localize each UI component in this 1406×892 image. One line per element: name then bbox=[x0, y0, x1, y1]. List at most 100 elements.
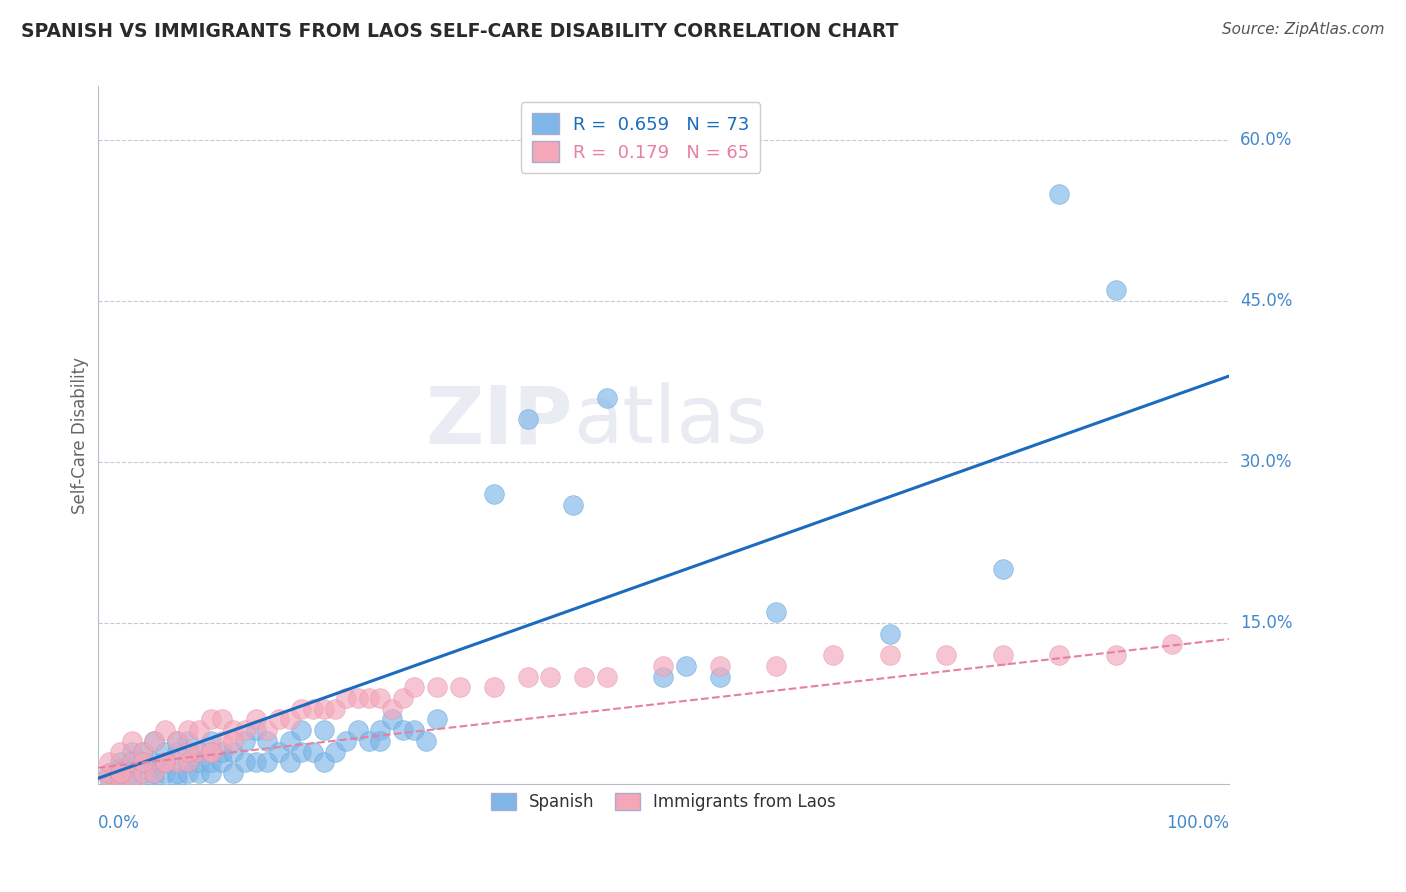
Point bbox=[652, 669, 675, 683]
Point bbox=[166, 745, 188, 759]
Point bbox=[108, 756, 131, 770]
Text: 30.0%: 30.0% bbox=[1240, 453, 1292, 471]
Point bbox=[278, 734, 301, 748]
Point bbox=[821, 648, 844, 662]
Point bbox=[155, 756, 177, 770]
Point bbox=[449, 680, 471, 694]
Point bbox=[290, 745, 312, 759]
Point bbox=[290, 702, 312, 716]
Point bbox=[121, 745, 143, 759]
Point bbox=[879, 648, 901, 662]
Point bbox=[132, 745, 155, 759]
Point bbox=[211, 734, 233, 748]
Point bbox=[381, 713, 404, 727]
Point bbox=[335, 734, 357, 748]
Point bbox=[278, 713, 301, 727]
Point bbox=[177, 723, 200, 738]
Point bbox=[177, 745, 200, 759]
Point bbox=[312, 702, 335, 716]
Point bbox=[538, 669, 561, 683]
Point bbox=[143, 772, 166, 786]
Point bbox=[1105, 648, 1128, 662]
Point bbox=[346, 691, 368, 706]
Point bbox=[222, 723, 245, 738]
Point bbox=[188, 756, 211, 770]
Point bbox=[404, 680, 426, 694]
Point bbox=[245, 723, 267, 738]
Point bbox=[200, 766, 222, 780]
Point bbox=[312, 723, 335, 738]
Point bbox=[211, 713, 233, 727]
Point bbox=[200, 745, 222, 759]
Point bbox=[97, 756, 120, 770]
Point bbox=[108, 766, 131, 780]
Point bbox=[482, 680, 505, 694]
Point bbox=[121, 756, 143, 770]
Point bbox=[155, 756, 177, 770]
Point bbox=[991, 648, 1014, 662]
Point bbox=[132, 745, 155, 759]
Point bbox=[200, 713, 222, 727]
Point bbox=[200, 734, 222, 748]
Point bbox=[1161, 637, 1184, 651]
Point bbox=[765, 605, 787, 619]
Point bbox=[97, 766, 120, 780]
Point bbox=[256, 723, 278, 738]
Point bbox=[211, 756, 233, 770]
Point bbox=[392, 691, 415, 706]
Point bbox=[132, 756, 155, 770]
Point bbox=[256, 734, 278, 748]
Point bbox=[709, 658, 731, 673]
Point bbox=[301, 745, 323, 759]
Text: 15.0%: 15.0% bbox=[1240, 614, 1292, 632]
Point bbox=[675, 658, 697, 673]
Point bbox=[879, 626, 901, 640]
Point bbox=[108, 772, 131, 786]
Point bbox=[155, 723, 177, 738]
Point bbox=[200, 756, 222, 770]
Point bbox=[596, 391, 619, 405]
Point bbox=[482, 487, 505, 501]
Point bbox=[370, 734, 392, 748]
Point bbox=[267, 745, 290, 759]
Point bbox=[991, 562, 1014, 576]
Point bbox=[97, 772, 120, 786]
Point bbox=[166, 772, 188, 786]
Point bbox=[312, 756, 335, 770]
Point bbox=[709, 669, 731, 683]
Point bbox=[256, 756, 278, 770]
Point bbox=[335, 691, 357, 706]
Point bbox=[166, 756, 188, 770]
Point bbox=[323, 702, 346, 716]
Point bbox=[166, 734, 188, 748]
Point bbox=[233, 756, 256, 770]
Point bbox=[97, 766, 120, 780]
Text: 60.0%: 60.0% bbox=[1240, 131, 1292, 149]
Point bbox=[132, 766, 155, 780]
Point bbox=[143, 734, 166, 748]
Point bbox=[935, 648, 957, 662]
Point bbox=[652, 658, 675, 673]
Point bbox=[561, 498, 583, 512]
Point bbox=[370, 723, 392, 738]
Point bbox=[222, 745, 245, 759]
Point bbox=[143, 756, 166, 770]
Point bbox=[121, 772, 143, 786]
Point bbox=[1047, 186, 1070, 201]
Y-axis label: Self-Care Disability: Self-Care Disability bbox=[72, 357, 89, 514]
Legend: Spanish, Immigrants from Laos: Spanish, Immigrants from Laos bbox=[484, 786, 842, 817]
Point bbox=[177, 756, 200, 770]
Point bbox=[346, 723, 368, 738]
Point bbox=[323, 745, 346, 759]
Text: Source: ZipAtlas.com: Source: ZipAtlas.com bbox=[1222, 22, 1385, 37]
Point bbox=[121, 756, 143, 770]
Point bbox=[177, 734, 200, 748]
Point bbox=[359, 691, 381, 706]
Point bbox=[290, 723, 312, 738]
Point bbox=[426, 680, 449, 694]
Point bbox=[108, 772, 131, 786]
Point bbox=[278, 756, 301, 770]
Point bbox=[155, 756, 177, 770]
Point bbox=[188, 723, 211, 738]
Point bbox=[177, 766, 200, 780]
